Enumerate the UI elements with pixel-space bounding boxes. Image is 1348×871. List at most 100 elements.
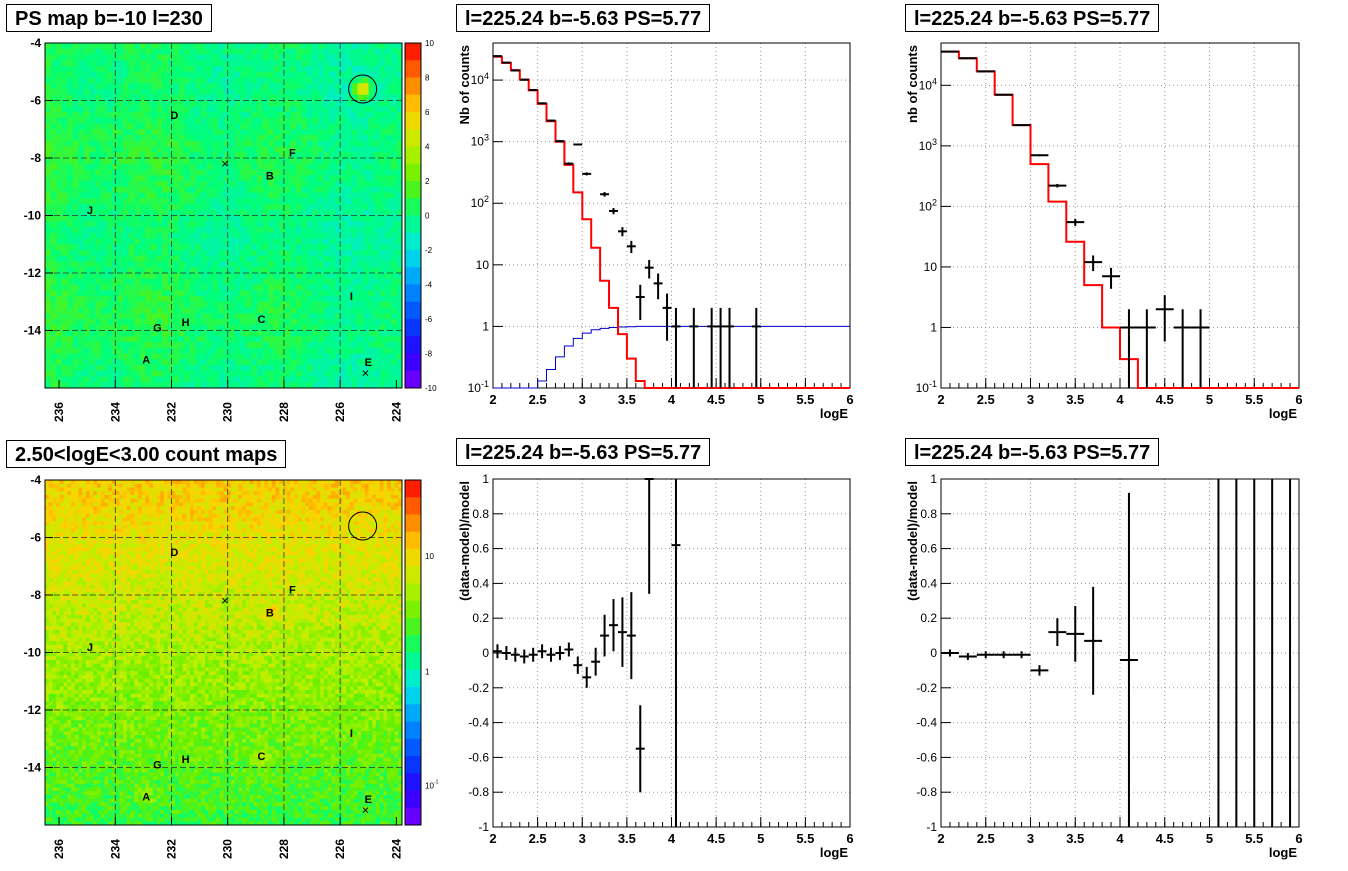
count-map-cell [67,592,72,597]
count-map-cell [59,607,65,612]
count-map-cell [71,562,76,567]
count-map-cell [74,495,79,500]
ps-map-colorbar-label: -6 [425,315,433,324]
ps-map-cell [346,261,353,268]
ps-map-cell [95,382,102,389]
ps-map-cell [318,301,325,308]
ps-map-cell [50,135,57,142]
ps-map-cell [223,158,230,165]
ps-map-cell [245,370,252,377]
ps-map-cell [139,255,146,262]
ps-map-cell [162,192,169,199]
count-map-cell [78,517,83,522]
ps-map-cell [390,313,397,320]
ps-map-cell [89,284,96,291]
ps-map-cell [379,100,386,107]
ps-map-cell [379,301,386,308]
count-map-cell [82,543,87,548]
ps-map-cell [240,296,247,303]
ps-map-cell [50,319,57,326]
ps-map-cell [301,209,308,216]
ps-map-cell [279,244,286,251]
ps-map-cell [184,204,191,211]
ps-map-cell [396,359,403,366]
ps-map-cell [111,192,119,199]
ps-map-cell [45,129,52,136]
count-map-cell [74,791,79,796]
count-map-cell [67,693,72,698]
count-map-cell [71,735,76,740]
ps-map-cell [234,382,241,389]
ps-map-cell [123,77,130,84]
count-map-cell [82,517,87,522]
count-map-cell [63,742,68,747]
count-map-cell [63,547,68,552]
ps-map-cell [396,227,403,234]
count-map-cell [52,566,57,571]
ps-map-cell [251,267,258,274]
ps-map-cell [279,54,286,61]
count-map-cell [52,543,57,548]
count-map-cell [74,750,79,755]
ps-map-cell [240,290,247,297]
count-map-cell [56,555,61,560]
ps-map-x-tick-label: 224 [389,402,403,422]
ps-map-cell [229,301,236,308]
ps-map-cell [184,77,191,84]
ps-map-cell [178,290,185,297]
ps-map-cell [217,267,224,274]
ps-map-cell [229,313,236,320]
ps-map-cell [156,83,163,90]
ps-map-cell [56,198,63,205]
ps-map-cell [279,250,286,257]
ps-map-cell [396,261,403,268]
ps-map-cell [134,342,141,349]
count-map-cell [78,776,83,781]
ps-map-cell [150,48,158,55]
ps-map-cell [240,83,247,90]
ps-map-cell [95,158,102,165]
ps-map-cell [56,129,63,136]
count-map-cell [67,483,72,488]
ps-map-colorbar-bin [405,146,421,165]
count-map-cell [78,705,83,710]
count-map-cell [85,487,91,492]
ps-map-cell [95,347,102,354]
ps-map-cell [95,359,102,366]
ps-map-cell [290,48,297,55]
count-map-cell [59,708,65,713]
ps-map-cell [184,324,191,331]
ps-map-cell [184,255,191,262]
ps-map-cell [335,296,342,303]
ps-map-cell [100,135,107,142]
ps-map-cell [329,342,336,349]
count-map-cell [67,555,72,560]
ps-map-cell [323,186,330,193]
ps-map-cell [78,94,85,101]
ps-map-cell [368,382,375,389]
count-map-cell [59,667,65,672]
ps-map-cell [56,117,63,124]
count-map-cell [82,521,87,526]
ps-map-cell [95,54,102,61]
ps-map-cell [89,324,96,331]
ps-map-cell [340,146,347,153]
ps-map-cell [234,336,241,343]
ps-map-cell [78,365,85,372]
ps-map-cell [173,221,180,228]
ps-map-cell [385,60,392,67]
ps-map-cell [134,117,141,124]
ps-map-cell [268,198,275,205]
ps-map-cell [162,250,169,257]
ps-map-cell [156,313,163,320]
ps-map-cell [357,66,364,73]
ps-map-cell [368,192,375,199]
ps-map-cell [150,169,158,176]
ps-map-cell [56,301,63,308]
ps-map-cell [396,94,403,101]
ps-map-cell [201,135,208,142]
count-map-cell [45,678,50,683]
ps-map-cell [206,250,213,257]
count-map-cell [59,483,65,488]
ps-map-cell [279,140,286,147]
